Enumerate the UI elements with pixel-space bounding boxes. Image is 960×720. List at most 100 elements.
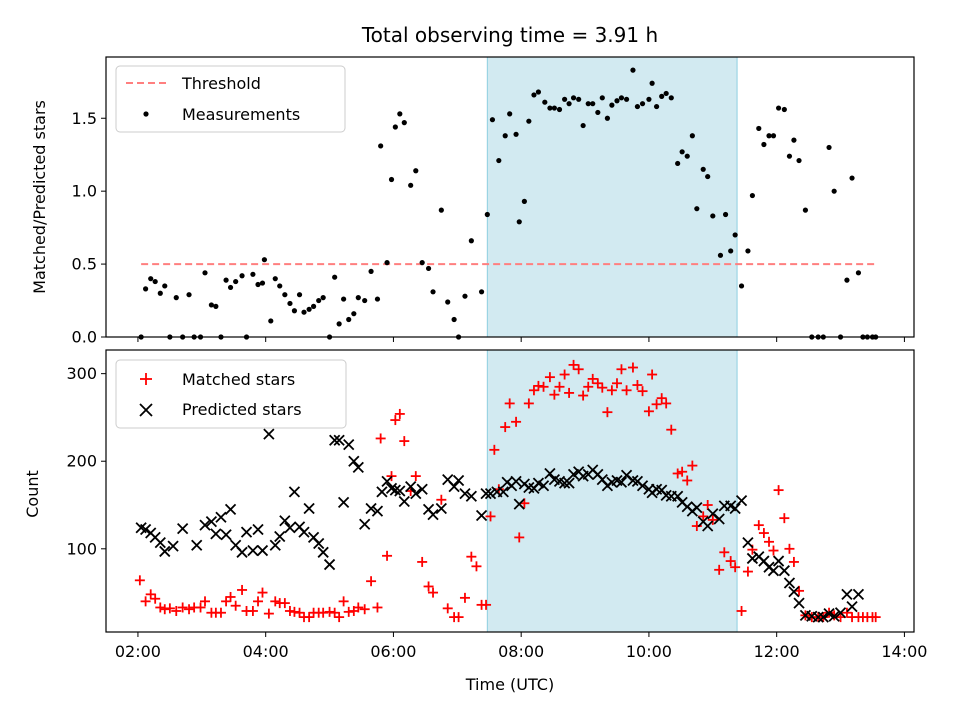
predicted-point-b bbox=[746, 552, 759, 565]
predicted-point bbox=[337, 496, 350, 509]
count-axes: 02:00 04:00 06:00 08:00 10:00 12:00 14:00 100 20… bbox=[66, 349, 927, 661]
measurement-point bbox=[233, 278, 239, 285]
measurement-point bbox=[186, 292, 192, 298]
matched-point bbox=[338, 596, 349, 607]
measurement-point bbox=[316, 297, 322, 304]
predicted-point bbox=[274, 530, 286, 543]
x-axis-label: Time (UTC) bbox=[465, 675, 554, 694]
predicted-point-b bbox=[215, 511, 227, 523]
predicted-point bbox=[459, 487, 471, 500]
predicted-point-b bbox=[758, 555, 770, 567]
matched-point bbox=[661, 398, 672, 409]
predicted-point-b bbox=[352, 461, 364, 473]
matched-point bbox=[511, 416, 522, 427]
predicted-point bbox=[544, 467, 556, 480]
measurement-point bbox=[378, 143, 384, 149]
measurement-point bbox=[484, 211, 490, 218]
measurement-point bbox=[374, 296, 381, 302]
measurements-series bbox=[138, 67, 879, 340]
predicted-point-b bbox=[210, 528, 222, 540]
observing-window-bottom bbox=[486, 349, 738, 633]
matched-point bbox=[382, 550, 393, 561]
predicted-point-b bbox=[230, 539, 242, 551]
predicted-point bbox=[627, 474, 639, 487]
top-axes-frame bbox=[105, 56, 915, 338]
measurement-point bbox=[653, 103, 660, 110]
matched-point bbox=[372, 602, 383, 613]
predicted-point-b bbox=[448, 480, 460, 493]
measurement-point bbox=[507, 111, 513, 117]
predicted-point-b bbox=[177, 523, 189, 535]
measurement-point bbox=[419, 260, 425, 266]
top-y-tick-label: 0.0 bbox=[72, 328, 97, 347]
predicted-point bbox=[788, 586, 800, 598]
matched-point bbox=[682, 475, 693, 486]
matched-point bbox=[471, 561, 482, 572]
measurement-point bbox=[604, 115, 611, 121]
top-y-axis-label: Matched/Predicted stars bbox=[30, 100, 49, 294]
measurement-point bbox=[775, 105, 782, 111]
measurement-point bbox=[566, 101, 572, 107]
measurement-point bbox=[296, 292, 303, 298]
measurement-point bbox=[255, 281, 261, 288]
matched-point bbox=[390, 415, 401, 426]
measurement-point bbox=[684, 153, 690, 159]
ratio-axes: 0.0 0.5 1.0 1.5 bbox=[72, 56, 915, 347]
predicted-point-b bbox=[191, 539, 203, 551]
predicted-point-b bbox=[735, 494, 748, 507]
predicted-point bbox=[167, 540, 179, 552]
matched-point bbox=[702, 500, 713, 511]
ratio-legend-box bbox=[115, 65, 346, 133]
measurement-point bbox=[791, 137, 797, 143]
matched-point bbox=[538, 381, 549, 392]
predicted-point-b bbox=[772, 555, 785, 567]
predicted-point-b bbox=[778, 565, 790, 577]
predicted-point bbox=[558, 477, 571, 489]
measurement-point bbox=[261, 257, 268, 263]
measurement-point bbox=[341, 296, 347, 302]
predicted-point-b bbox=[236, 546, 248, 558]
matched-point bbox=[779, 513, 790, 524]
measurement-point bbox=[388, 176, 395, 183]
predicted-legend-swatch bbox=[139, 403, 153, 417]
matched-point bbox=[263, 608, 274, 619]
matched-point bbox=[200, 596, 211, 607]
predicted-point-b bbox=[288, 486, 301, 498]
matched-point bbox=[691, 521, 702, 532]
predicted-point-b bbox=[298, 526, 310, 538]
measurement-point bbox=[689, 133, 695, 139]
predicted-point-b bbox=[263, 428, 275, 440]
predicted-point bbox=[247, 544, 259, 557]
predicted-point bbox=[376, 486, 388, 498]
predicted-point-b bbox=[788, 586, 800, 598]
matched-point bbox=[573, 364, 584, 375]
predicted-point-b bbox=[783, 577, 796, 589]
measurement-point bbox=[478, 289, 485, 295]
measurement-point bbox=[556, 106, 563, 113]
predicted-point-b bbox=[303, 502, 315, 515]
measurement-point bbox=[831, 188, 837, 194]
measurement-point bbox=[710, 213, 716, 219]
top-highlight-span bbox=[486, 56, 738, 338]
measurement-point bbox=[745, 248, 751, 254]
predicted-point bbox=[841, 588, 853, 600]
matched-point bbox=[656, 393, 667, 404]
matched-point bbox=[481, 599, 492, 610]
predicted-point bbox=[284, 522, 296, 534]
predicted-point-b bbox=[702, 520, 714, 532]
matched-point bbox=[399, 436, 410, 447]
predicted-point-b bbox=[767, 565, 780, 577]
predicted-point-b bbox=[159, 545, 171, 558]
predicted-point bbox=[691, 502, 703, 514]
measurement-point bbox=[855, 270, 862, 276]
measurement-point bbox=[585, 101, 591, 107]
matched-point bbox=[687, 460, 698, 471]
measurement-point bbox=[502, 133, 508, 139]
measurement-point bbox=[770, 133, 777, 139]
predicted-point bbox=[812, 611, 824, 623]
predicted-point bbox=[352, 461, 364, 473]
matched-point bbox=[221, 596, 232, 607]
predicted-point-b bbox=[252, 523, 264, 536]
measurement-point bbox=[173, 295, 179, 301]
predicted-point-b bbox=[149, 531, 161, 544]
